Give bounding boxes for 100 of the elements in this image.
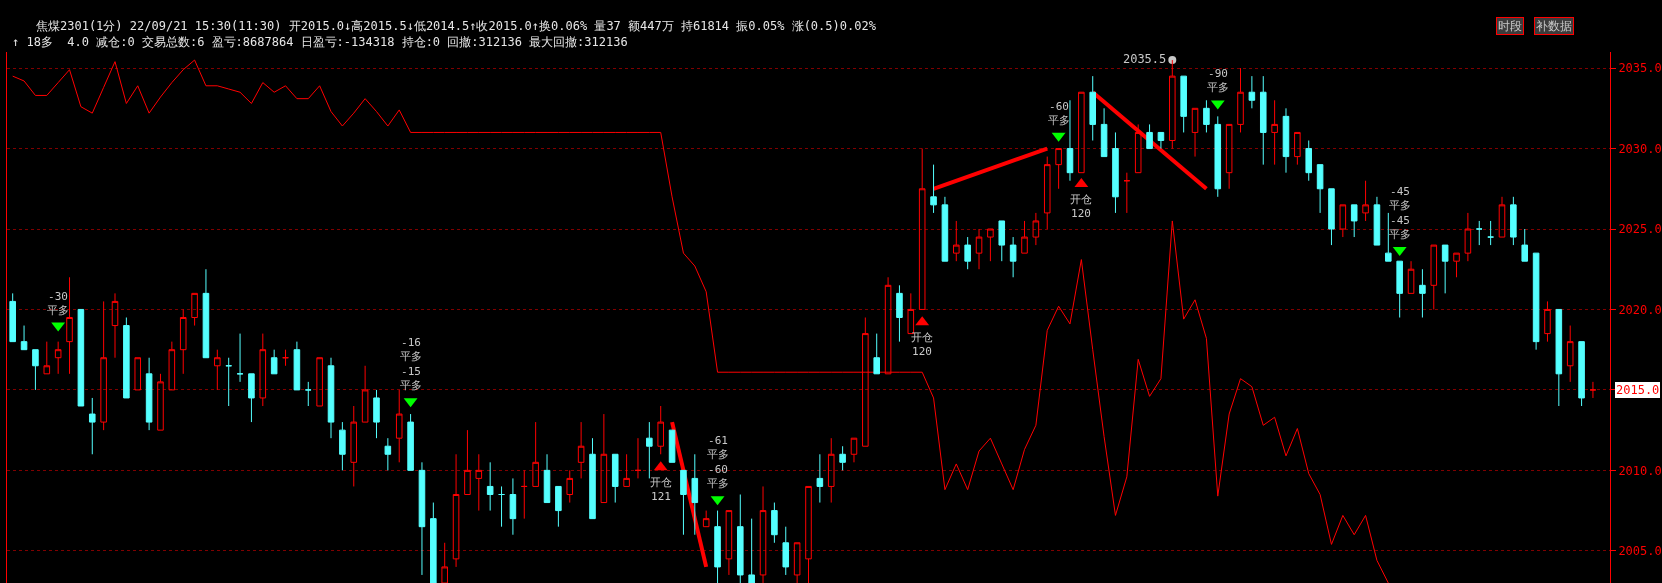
- annotation: -30 平多: [47, 290, 69, 318]
- candlestick: [1203, 99, 1210, 133]
- candlestick: [1475, 220, 1483, 246]
- candlestick: [1271, 99, 1278, 166]
- candlestick: [248, 373, 255, 423]
- candlestick: [646, 421, 653, 479]
- candlestick: [475, 453, 483, 512]
- candlestick: [577, 421, 585, 479]
- candlestick: [782, 526, 790, 576]
- annotation: 开仓 120: [911, 331, 933, 359]
- y-tick-label: 2035.0: [1618, 61, 1662, 76]
- candlestick: [464, 429, 471, 495]
- candlestick: [157, 373, 164, 431]
- candlestick: [1021, 220, 1028, 254]
- candlestick: [1100, 107, 1108, 158]
- candlestick: [862, 317, 869, 447]
- y-tick-label: 2030.0: [1618, 141, 1662, 156]
- chart-title: 焦煤2301(1分) 22/09/21 15:30(11:30) 开2015.0↓高2015.5↓低2014.5↑收2015.0↑换0.06% 量37 额447万 持61814 振0.05% 涨(0.5)0.02%: [36, 19, 877, 34]
- annotation: -61 平多 -60 平多: [707, 434, 729, 490]
- candlestick: [1453, 252, 1460, 278]
- candlestick: [282, 349, 289, 367]
- candlestick: [1009, 236, 1017, 278]
- candlestick: [304, 381, 312, 407]
- candlestick: [987, 228, 994, 262]
- candlestick: [1419, 268, 1426, 318]
- candlestick: [941, 196, 949, 262]
- candlestick: [214, 349, 221, 391]
- candlestick: [145, 357, 153, 431]
- candlestick: [384, 437, 392, 471]
- candlestick: [418, 461, 426, 576]
- candlestick: [702, 510, 710, 528]
- candlestick: [623, 453, 630, 487]
- candlestick: [1146, 123, 1153, 150]
- candlestick: [134, 357, 142, 391]
- candlestick: [1214, 115, 1222, 198]
- candlestick: [54, 341, 62, 375]
- candlestick: [1532, 252, 1540, 351]
- candlestick: [1373, 196, 1381, 246]
- candlestick: [998, 220, 1006, 262]
- candlestick: [316, 357, 323, 407]
- candlestick: [1555, 308, 1563, 407]
- candlestick: [1282, 107, 1290, 174]
- point: [1168, 56, 1177, 65]
- chart-subtitle: ↑ 18多 4.0 减仓:0 交易总数:6 盈亏:8687864 日盈亏:-134318 持仓:0 回撤:312136 最大回撤:312136: [12, 35, 628, 49]
- candlestick: [88, 397, 96, 455]
- text: 补数据: [1536, 19, 1572, 33]
- candlestick: [1521, 228, 1529, 262]
- annotation: -45 平多 -45 平多: [1389, 185, 1411, 241]
- candlestick: [1169, 59, 1176, 150]
- candlestick: [441, 542, 448, 583]
- candlestick: [816, 453, 824, 504]
- candlestick: [737, 494, 744, 583]
- candlestick: [1123, 172, 1131, 214]
- annotation: -16 平多 -15 平多: [400, 336, 422, 392]
- candlestick: [657, 405, 664, 455]
- candlestick: [225, 357, 232, 407]
- data-label: 2035.5: [1122, 52, 1167, 67]
- candlestick: [1032, 212, 1040, 246]
- text: 时段: [1498, 19, 1522, 33]
- candlestick: [32, 349, 39, 391]
- candlestick: [1544, 300, 1551, 343]
- candlestick: [202, 268, 210, 359]
- candlestick: [930, 164, 937, 214]
- candlestick: [361, 365, 369, 423]
- candlestick: [680, 469, 687, 536]
- candlestick: [1350, 204, 1358, 238]
- candlestick: [1294, 131, 1301, 166]
- candlestick: [1089, 75, 1097, 141]
- candlestick: [339, 421, 346, 471]
- candlestick: [543, 453, 551, 504]
- candlestick: [1180, 75, 1187, 133]
- candlestick: [43, 341, 51, 375]
- candlestick: [600, 413, 608, 504]
- candlestick: [100, 300, 107, 431]
- candlestick: [589, 437, 596, 520]
- annotation: 开仓 120: [1070, 193, 1092, 221]
- candlestick: [1305, 140, 1313, 182]
- candlestick: [1328, 188, 1335, 246]
- candlestick: [1487, 220, 1494, 246]
- candlestick: [1112, 131, 1119, 214]
- candlestick: [691, 453, 699, 536]
- candlestick: [748, 518, 755, 583]
- candlestick: [486, 461, 494, 512]
- candlestick: [407, 413, 414, 471]
- candlestick: [270, 349, 278, 375]
- candlestick: [350, 405, 358, 487]
- candlestick: [964, 236, 971, 270]
- candlestick: [771, 502, 778, 544]
- candlestick: [566, 469, 574, 504]
- candlestick: [498, 485, 505, 528]
- annotation: 开仓 121: [650, 476, 672, 504]
- candlestick: [532, 421, 539, 487]
- candlestick: [259, 333, 267, 407]
- y-tick-label: 2010.0: [1618, 463, 1662, 478]
- candlestick: [1396, 260, 1403, 318]
- candlestick: [191, 292, 198, 327]
- candlestick: [9, 292, 16, 343]
- annotation: -90 平多: [1207, 67, 1229, 95]
- candlestick: [1441, 244, 1449, 294]
- candlestick: [1157, 131, 1165, 150]
